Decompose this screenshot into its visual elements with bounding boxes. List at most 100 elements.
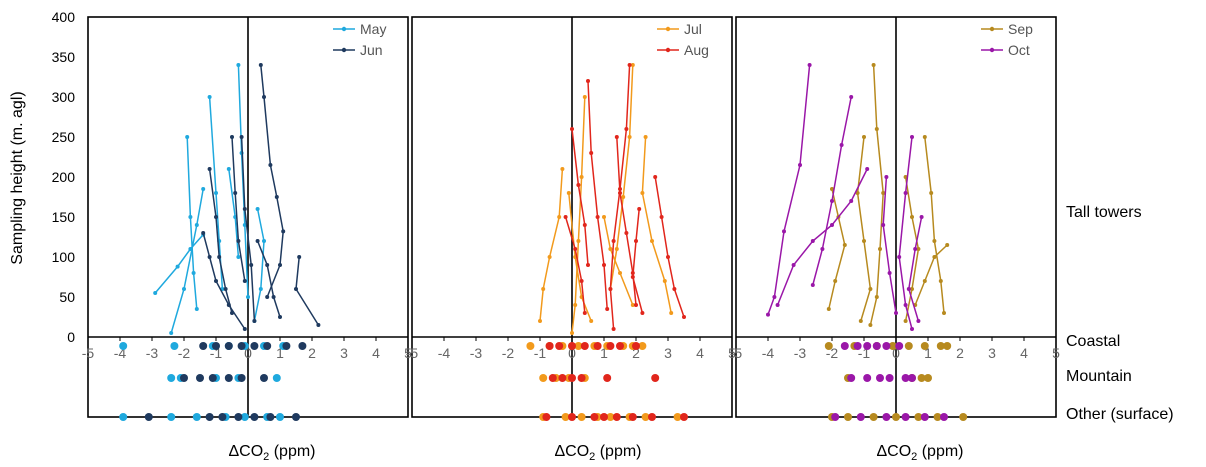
x-tick-label: -3	[794, 345, 807, 361]
coastal-point	[568, 342, 576, 350]
other-point	[292, 413, 300, 421]
profile-point	[903, 191, 908, 195]
profile-point	[826, 307, 831, 311]
x-tick-label: 1	[276, 345, 284, 361]
profile-line	[231, 136, 246, 282]
mountain-point	[196, 374, 204, 382]
profile-point	[810, 283, 815, 287]
profile-point	[602, 215, 606, 219]
profile-point	[201, 231, 206, 235]
coastal-point	[574, 342, 583, 350]
legend-label: Aug	[684, 42, 709, 58]
x-tick-label: 3	[664, 345, 672, 361]
other-point	[542, 413, 551, 421]
profile-point	[772, 295, 777, 299]
other-point	[234, 413, 243, 421]
profile-point	[618, 271, 622, 275]
profile-point	[242, 279, 247, 283]
profile-point	[833, 279, 838, 283]
y-tick-label: 0	[67, 329, 75, 345]
profile-point	[268, 163, 273, 167]
coastal-point	[298, 342, 307, 350]
legend-label: Jul	[684, 21, 702, 37]
profile-point	[903, 319, 908, 323]
other-point	[844, 413, 852, 421]
y-tick-labels: 0 50 100 150 200 250 300 350 400	[52, 9, 76, 345]
other-point	[940, 413, 948, 421]
profile-point	[666, 255, 670, 259]
profile-point	[839, 143, 844, 147]
y-tick-label: 200	[52, 169, 76, 185]
profile-point	[576, 183, 581, 187]
profile-line	[170, 188, 204, 334]
profile-point	[945, 243, 950, 247]
profile-point	[605, 307, 610, 311]
profile-point	[669, 311, 674, 315]
profile-point	[586, 263, 590, 267]
other-point	[612, 413, 621, 421]
x-tick-label: -3	[470, 345, 483, 361]
profile-point	[881, 223, 886, 227]
series-jun	[144, 63, 321, 421]
profile-point	[624, 231, 629, 235]
profile-point	[894, 311, 898, 315]
profile-line	[564, 216, 586, 314]
mountain-point	[539, 374, 548, 382]
x-tick-label: 5	[404, 345, 412, 361]
coastal-point	[943, 342, 952, 350]
profile-point	[775, 303, 780, 307]
profile-point	[582, 95, 587, 99]
legend-label: Sep	[1008, 21, 1033, 37]
profile-point	[868, 287, 873, 291]
mountain-point	[876, 374, 884, 382]
series-oct	[766, 63, 948, 421]
other-point	[869, 413, 878, 421]
other-point	[119, 413, 128, 421]
profile-point	[595, 215, 600, 219]
profile-point	[614, 247, 619, 251]
coastal-point	[824, 342, 833, 350]
profile-point	[194, 307, 199, 311]
coastal-point	[882, 342, 891, 350]
profile-point	[576, 239, 581, 243]
series-aug	[542, 63, 688, 421]
coastal-point	[224, 342, 233, 350]
profile-point	[659, 215, 664, 219]
x-tick-label: -5	[82, 345, 95, 361]
x-tick-label: -4	[438, 345, 451, 361]
profile-point	[862, 239, 866, 243]
other-point	[680, 413, 688, 421]
other-point	[901, 413, 910, 421]
x-tick-label: -2	[178, 345, 191, 361]
profile-point	[230, 135, 234, 139]
profile-point	[579, 175, 584, 179]
legend-marker	[341, 26, 347, 32]
x-tick-label: -5	[406, 345, 419, 361]
profile-point	[570, 331, 574, 335]
x-tick-label: 5	[728, 345, 736, 361]
y-tick-label: 100	[52, 249, 76, 265]
profile-point	[557, 215, 562, 219]
other-point	[144, 413, 153, 421]
profile-point	[278, 315, 282, 319]
coastal-point	[616, 342, 624, 350]
profile-point	[611, 239, 616, 243]
coastal-point	[119, 342, 128, 350]
profile-point	[239, 135, 244, 139]
x-tick-label: 3	[988, 345, 996, 361]
other-point	[933, 413, 942, 421]
profile-line	[609, 64, 631, 330]
profile-point	[217, 255, 222, 259]
other-point	[250, 413, 259, 421]
profile-point	[214, 215, 218, 219]
profile-point	[223, 287, 228, 291]
other-point	[831, 413, 840, 421]
profile-point	[201, 187, 206, 191]
profile-point	[627, 63, 632, 67]
profile-point	[274, 195, 279, 199]
profile-point	[897, 255, 902, 259]
profile-point	[185, 135, 190, 139]
profile-point	[682, 315, 686, 319]
other-point	[673, 413, 682, 421]
row-label-other-surface: Other (surface)	[1066, 406, 1174, 423]
